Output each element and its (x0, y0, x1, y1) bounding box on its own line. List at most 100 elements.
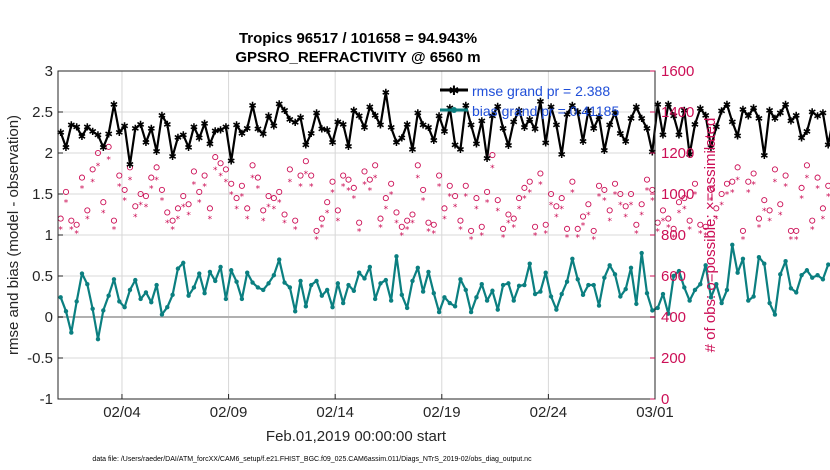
obs-possible-point (350, 184, 357, 191)
obs-assimilated-point: * (826, 193, 830, 203)
rmse-point: ✱ (819, 108, 827, 119)
obs-assimilated-point: * (90, 178, 95, 188)
rmse-point: ✱ (243, 124, 251, 135)
obs-assimilated-point: * (554, 213, 559, 223)
bias-point (639, 250, 644, 256)
bias-point (634, 301, 639, 307)
rmse-point: ✱ (744, 112, 752, 123)
rmse-point: ✱ (685, 150, 693, 161)
obs-possible-point (398, 223, 405, 230)
bias-point (335, 281, 341, 286)
bias-point (703, 263, 708, 268)
bias-point (245, 270, 250, 275)
bias-point (399, 292, 405, 298)
obs-possible-point (196, 188, 203, 195)
obs-assimilated-point: * (405, 225, 410, 235)
obs-possible-point (356, 219, 363, 226)
rmse-point: ✱ (584, 106, 592, 117)
rmse-point: ✱ (376, 121, 384, 132)
obs-possible-point (393, 209, 400, 216)
obs-assimilated-point: * (69, 225, 74, 235)
bias-point (452, 304, 458, 309)
obs-possible-point (212, 154, 219, 161)
rmse-point: ✱ (424, 123, 432, 134)
obs-possible-point (121, 186, 128, 193)
obs-assimilated-point: * (586, 211, 591, 221)
rmse-point: ✱ (158, 111, 166, 122)
bias-point (415, 265, 420, 270)
obs-assimilated-point: * (346, 186, 351, 196)
obs-possible-point (404, 217, 411, 224)
bias-point (229, 268, 234, 273)
rmse-point: ✱ (67, 121, 75, 132)
rmse-point: ✱ (403, 120, 411, 131)
bias-point (500, 282, 506, 288)
bias-point (293, 309, 298, 314)
obs-assimilated-point: * (181, 203, 186, 213)
obs-possible-point (222, 166, 229, 173)
obs-possible-point (78, 174, 86, 181)
obs-possible-point (516, 195, 523, 202)
obs-possible-point (643, 176, 651, 183)
obs-possible-point (169, 217, 176, 224)
bias-point (213, 278, 218, 284)
bias-point (794, 290, 799, 295)
obs-assimilated-point: * (623, 213, 628, 223)
obs-possible-point (809, 217, 816, 224)
bias-point (692, 287, 698, 293)
obs-possible-point (185, 201, 192, 208)
rmse-point: ✱ (664, 100, 672, 111)
obs-assimilated-point: * (565, 234, 570, 244)
obs-assimilated-point: * (490, 164, 495, 174)
rmse-point: ✱ (360, 123, 368, 134)
rmse-point: ✱ (131, 124, 139, 135)
rmse-point: ✱ (574, 108, 582, 119)
rmse-point: ✱ (558, 150, 566, 161)
obs-possible-point (180, 192, 187, 200)
rmse-point: ✱ (440, 127, 448, 138)
bias-point (612, 272, 618, 277)
rmse-point: ✱ (803, 127, 811, 138)
rmse-point: ✱ (430, 136, 438, 147)
obs-assimilated-point: * (453, 203, 458, 213)
rmse-point: ✱ (707, 143, 715, 154)
obs-assimilated-point: * (773, 178, 778, 188)
obs-possible-point (137, 190, 144, 198)
obs-possible-point (68, 217, 75, 224)
bias-point (271, 272, 277, 278)
rmse-point: ✱ (206, 139, 214, 150)
bias-point (799, 272, 804, 278)
bias-point (607, 263, 612, 268)
rmse-point: ✱ (542, 139, 550, 150)
obs-possible-point (201, 172, 208, 179)
obs-assimilated-point: * (533, 232, 538, 242)
obs-assimilated-point: * (106, 156, 111, 166)
bias-point (522, 282, 527, 288)
legend-bias-label: bias grand pr = 0.41185 (472, 103, 619, 119)
obs-assimilated-point: * (96, 162, 101, 172)
bias-point (239, 296, 245, 302)
obs-possible-point (249, 162, 256, 169)
obs-assimilated-point: * (213, 166, 218, 176)
x-tick-label: 02/04 (103, 404, 141, 421)
rmse-point: ✱ (499, 124, 507, 135)
obs-possible-point (718, 190, 725, 198)
bias-point (538, 289, 543, 294)
obs-assimilated-point: * (485, 199, 490, 209)
bias-point (63, 309, 69, 314)
x-tick-label: 02/09 (210, 404, 248, 421)
obs-assimilated-point: * (85, 215, 90, 225)
obs-possible-point (611, 180, 619, 187)
obs-assimilated-point: * (602, 197, 607, 207)
bias-point (756, 254, 762, 260)
bias-point (159, 312, 165, 317)
rmse-point: ✱ (392, 138, 400, 149)
obs-assimilated-point: * (597, 193, 602, 203)
obs-assimilated-point: * (741, 236, 746, 246)
rmse-point: ✱ (104, 130, 112, 141)
bias-point (372, 296, 378, 302)
obs-assimilated-point: * (480, 232, 485, 242)
obs-assimilated-point: * (469, 236, 474, 246)
rmse-point: ✱ (749, 103, 757, 114)
bias-point (106, 293, 111, 298)
